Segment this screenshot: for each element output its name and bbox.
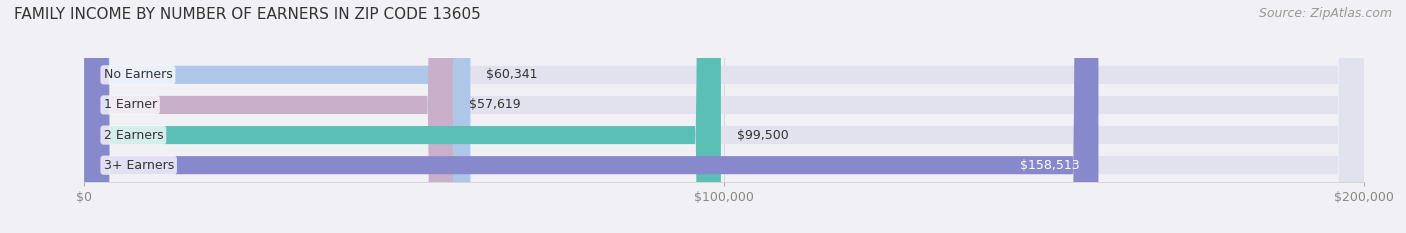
FancyBboxPatch shape	[84, 0, 1098, 233]
FancyBboxPatch shape	[84, 0, 1364, 233]
Text: $60,341: $60,341	[486, 68, 538, 81]
Text: $57,619: $57,619	[470, 98, 520, 111]
FancyBboxPatch shape	[84, 0, 1364, 233]
Text: 2 Earners: 2 Earners	[104, 129, 163, 142]
Text: 3+ Earners: 3+ Earners	[104, 159, 174, 172]
Text: 1 Earner: 1 Earner	[104, 98, 156, 111]
Text: No Earners: No Earners	[104, 68, 173, 81]
Text: $99,500: $99,500	[737, 129, 789, 142]
Text: Source: ZipAtlas.com: Source: ZipAtlas.com	[1258, 7, 1392, 20]
FancyBboxPatch shape	[84, 0, 453, 233]
FancyBboxPatch shape	[84, 0, 1364, 233]
Text: $158,513: $158,513	[1019, 159, 1080, 172]
FancyBboxPatch shape	[84, 0, 721, 233]
Text: FAMILY INCOME BY NUMBER OF EARNERS IN ZIP CODE 13605: FAMILY INCOME BY NUMBER OF EARNERS IN ZI…	[14, 7, 481, 22]
FancyBboxPatch shape	[84, 0, 1364, 233]
FancyBboxPatch shape	[84, 0, 471, 233]
